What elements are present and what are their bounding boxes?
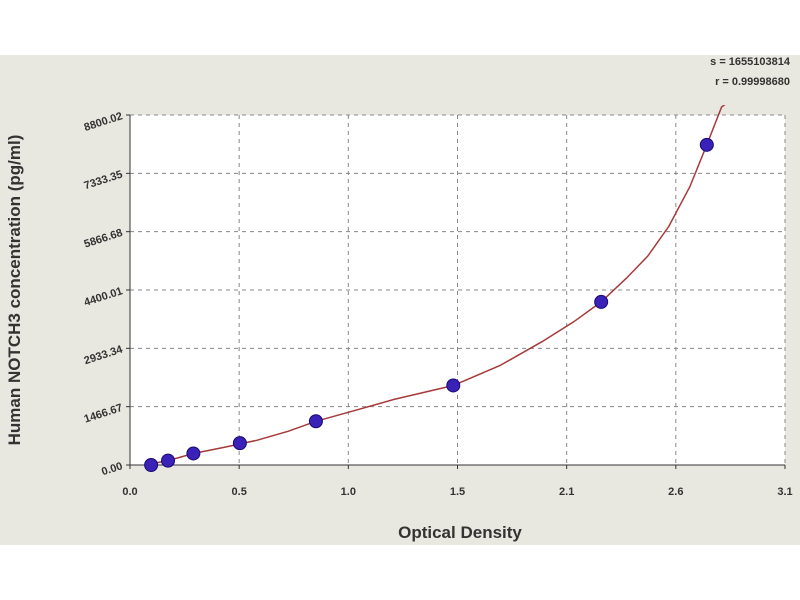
- x-tick-label: 0.0: [122, 486, 137, 498]
- data-point: [594, 294, 609, 309]
- data-points: [144, 137, 714, 472]
- x-tick-label: 2.1: [559, 486, 574, 498]
- y-axis-title: Human NOTCH3 concentration (pg/ml): [5, 135, 24, 446]
- data-point: [161, 453, 176, 468]
- grid-lines: [130, 114, 786, 465]
- stat-s-label: s = 1655103814: [710, 56, 791, 68]
- x-tick-label: 3.1: [777, 486, 792, 498]
- x-axis-title: Optical Density: [398, 523, 522, 542]
- x-tick-label: 1.5: [450, 486, 465, 498]
- x-tick-label: 1.0: [341, 486, 356, 498]
- x-tick-labels: 0.0 0.5 1.0 1.5 2.1 2.6 3.1: [122, 465, 793, 498]
- data-point: [308, 414, 323, 429]
- stat-r-label: r = 0.99998680: [715, 76, 790, 88]
- data-point: [144, 458, 159, 472]
- data-point: [446, 378, 461, 393]
- x-tick-label: 0.5: [232, 486, 247, 498]
- data-point: [232, 436, 247, 451]
- data-point: [699, 137, 714, 152]
- data-point: [186, 446, 201, 461]
- x-tick-label: 2.6: [668, 486, 683, 498]
